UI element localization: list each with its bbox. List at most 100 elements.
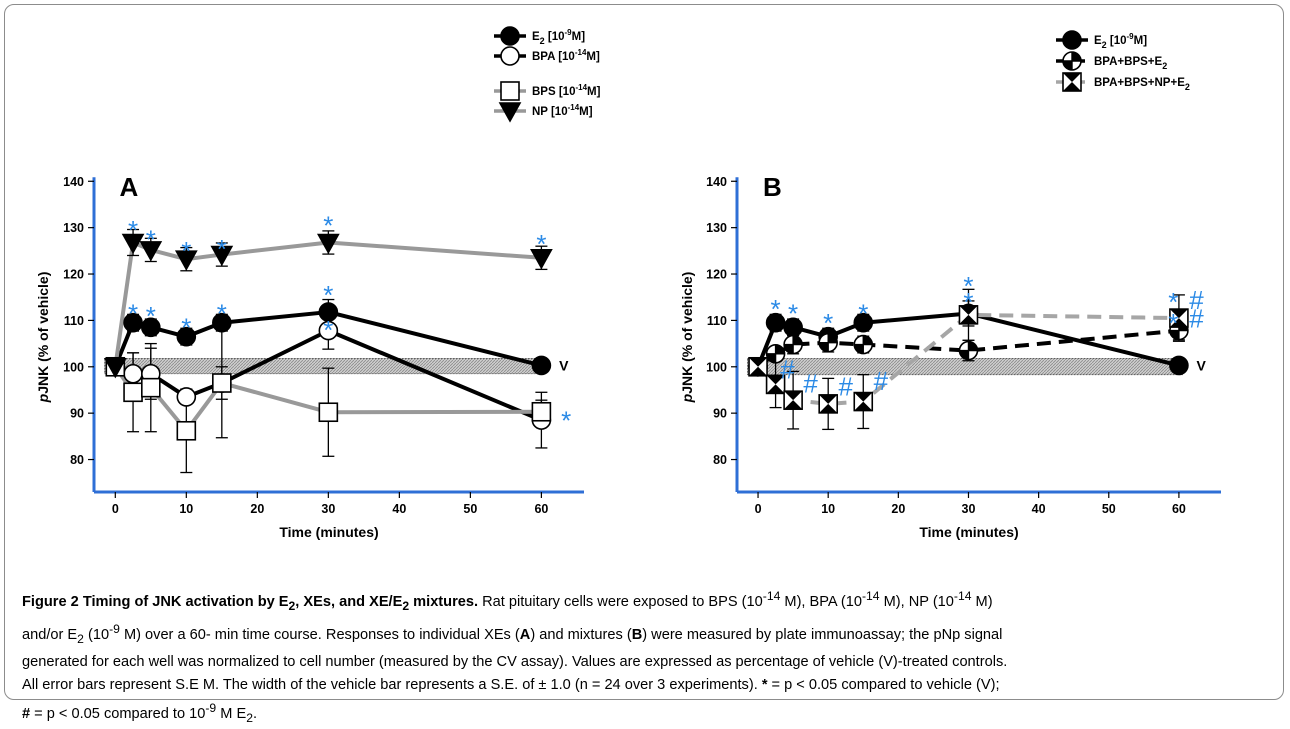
panel-a-legend-label-1: BPA [10-14M] xyxy=(532,48,600,63)
panel-a-xtick-label: 10 xyxy=(179,502,193,516)
panel-b-hash-annotation: # xyxy=(838,372,853,402)
panel-b-series-2-point xyxy=(1169,308,1189,328)
panel-b-legend-tail: M] xyxy=(1134,35,1148,47)
panel-b-legend-label-0: E2 [10-9M] xyxy=(1094,32,1147,50)
panel-b-series-2-point xyxy=(958,305,979,325)
panel-b-hash-annotation: # xyxy=(1189,303,1204,333)
panel-a-asterisk-annotation: * xyxy=(128,215,138,245)
panel-b-series-1-point-fill-b xyxy=(775,344,785,354)
figure-frame xyxy=(4,4,1284,700)
panel-a-asterisk-annotation: * xyxy=(181,313,191,343)
panel-b-series-1-point-fill-b xyxy=(863,335,873,345)
panel-a-x-axis-title: Time (minutes) xyxy=(279,524,378,540)
panel-b-series-1-point-fill-a xyxy=(959,350,969,360)
panel-a-series-0-point xyxy=(176,326,197,347)
panel-a-legend-tail: M] xyxy=(586,51,600,63)
panel-a-vehicle-band xyxy=(104,358,546,375)
panel-b-series-2-point-glass xyxy=(766,375,785,394)
panel-a-xtick-label: 0 xyxy=(112,502,119,516)
panel-a-series-1-point xyxy=(123,363,143,384)
panel-b-label: B xyxy=(763,172,782,202)
panel-b-series-2-point-glass xyxy=(1169,309,1188,328)
panel-a-xtick-label: 40 xyxy=(392,502,406,516)
caption-line-5: # = p < 0.05 compared to 10-9 M E2. xyxy=(22,700,258,725)
panel-b-xtick-label: 60 xyxy=(1172,502,1186,516)
panel-b-legend-sub: 2 xyxy=(1185,82,1190,92)
panel-a-legend-text: BPS [10 xyxy=(532,86,575,98)
panel-b-series-2-point-glass xyxy=(784,391,803,410)
panel-a-legend-text: E xyxy=(532,31,540,43)
panel-a-asterisk-annotation: * xyxy=(181,236,191,266)
panel-a-asterisk-annotation: * xyxy=(217,234,227,264)
panel-a-vehicle-label: V xyxy=(559,357,569,373)
panel-b-y-axis-title: pJNK (% of vehicle) xyxy=(679,272,695,404)
panel-b-series-1-point-fill-b xyxy=(793,335,803,345)
panel-b-legend-label-1: BPA+BPS+E2 xyxy=(1094,56,1167,71)
panel-a-y-axis-title-rest: JNK (% of vehicle) xyxy=(35,272,51,394)
panel-a-asterisk-annotation: * xyxy=(146,301,156,331)
panel-b-series-1-point xyxy=(818,332,838,353)
panel-b-asterisk-annotation: * xyxy=(1168,308,1178,338)
panel-a-legend-tail: M] xyxy=(572,31,586,43)
panel-a-legend-text: NP [10 xyxy=(532,106,568,118)
panel-a-ytick-label: 100 xyxy=(63,360,84,374)
chart-panel-b: V 80 90 100 110 120 130 140 0 10 20 30 40 50 60 Time (m… xyxy=(679,30,1221,540)
panel-a-asterisk-annotation: * xyxy=(323,280,333,310)
panel-b-series-2-point xyxy=(818,394,838,414)
panel-b-hash-annotation: # xyxy=(780,354,795,384)
chart-panel-a: V 80 90 100 110 120 130 140 0 10 20 30 40 50 60 Time (m… xyxy=(35,26,601,540)
panel-b-asterisk-annotation: * xyxy=(858,299,868,329)
caption-line-1: Figure 2 Timing of JNK activation by E2,… xyxy=(22,589,993,613)
panel-b-ytick-label: 90 xyxy=(713,407,727,421)
panel-a-xtick-label: 50 xyxy=(463,502,477,516)
panel-b-series-0-point xyxy=(853,312,874,333)
panel-b-ytick-label: 100 xyxy=(706,360,727,374)
panel-b-ytick-label: 80 xyxy=(713,453,727,467)
panel-b-legend-marker-2 xyxy=(1062,72,1082,92)
panel-a-ytick-label: 120 xyxy=(63,268,84,282)
panel-b-ytick-label: 120 xyxy=(706,268,727,282)
caption-line-4: All error bars represent S.E M. The widt… xyxy=(22,676,1000,693)
panel-a-legend-sup: -14 xyxy=(575,83,587,92)
panel-a-legend-label-3: NP [10-14M] xyxy=(532,103,593,118)
panel-b-legend-text: E xyxy=(1094,35,1102,47)
panel-b-legend-marker-1 xyxy=(1062,51,1082,71)
panel-a-series-3-point xyxy=(210,245,234,267)
panel-a-legend-marker-2 xyxy=(500,81,520,101)
panel-b-y-axis-title-rest: JNK (% of vehicle) xyxy=(679,272,695,394)
panel-a-legend-sup: -14 xyxy=(575,48,587,57)
panel-b-series-1-point-fill-b xyxy=(968,341,978,351)
panel-a-series-3-point xyxy=(121,233,145,255)
panel-b-series-2-point-glass xyxy=(749,357,768,376)
panel-a-legend-label-2: BPS [10-14M] xyxy=(532,83,601,98)
panel-a-series-2-point xyxy=(123,382,143,403)
panel-b-xtick-label: 10 xyxy=(821,502,835,516)
panel-a-series-2-point xyxy=(212,373,232,393)
panel-b-series-2-point xyxy=(853,391,874,412)
panel-b-series-1-point-fill-a xyxy=(784,344,794,354)
panel-b-series-2-point-glass xyxy=(854,392,873,411)
panel-b-legend-text: BPA+BPS+NP+E xyxy=(1094,77,1185,89)
panel-a-legend-sub: 2 xyxy=(540,36,545,46)
caption-line-2: and/or E2 (10-9 M) over a 60- min time c… xyxy=(22,621,1003,646)
panel-b-series-1-point-fill-a xyxy=(819,342,829,352)
panel-b-xtick-label: 40 xyxy=(1032,502,1046,516)
panel-a-legend-marker-3 xyxy=(498,102,522,123)
panel-b-asterisk-annotation: * xyxy=(788,299,798,329)
panel-a-ytick-label: 110 xyxy=(64,314,84,328)
panel-b-legend-marker-1-fill-b xyxy=(1072,52,1081,61)
panel-b-vehicle-label: V xyxy=(1196,357,1206,373)
panel-b-ytick-label: 130 xyxy=(706,221,727,235)
panel-b-xtick-label: 20 xyxy=(891,502,905,516)
panel-a-legend-sup: -14 xyxy=(568,103,580,112)
panel-b-hash-annotation: # xyxy=(874,366,889,396)
panel-b-legend-sup: -9 xyxy=(1127,32,1135,41)
caption-title: Figure 2 Timing of JNK activation by E2,… xyxy=(22,593,479,613)
panel-b-series-0-point xyxy=(1169,355,1189,376)
panel-b-hash-annotation: # xyxy=(803,368,818,398)
panel-b-xtick-label: 30 xyxy=(962,502,976,516)
panel-a-ytick-label: 130 xyxy=(63,221,84,235)
panel-b-series-2-point xyxy=(765,374,786,395)
panel-b-series-1-point xyxy=(765,343,786,364)
panel-a-legend-tail: M] xyxy=(587,86,601,98)
